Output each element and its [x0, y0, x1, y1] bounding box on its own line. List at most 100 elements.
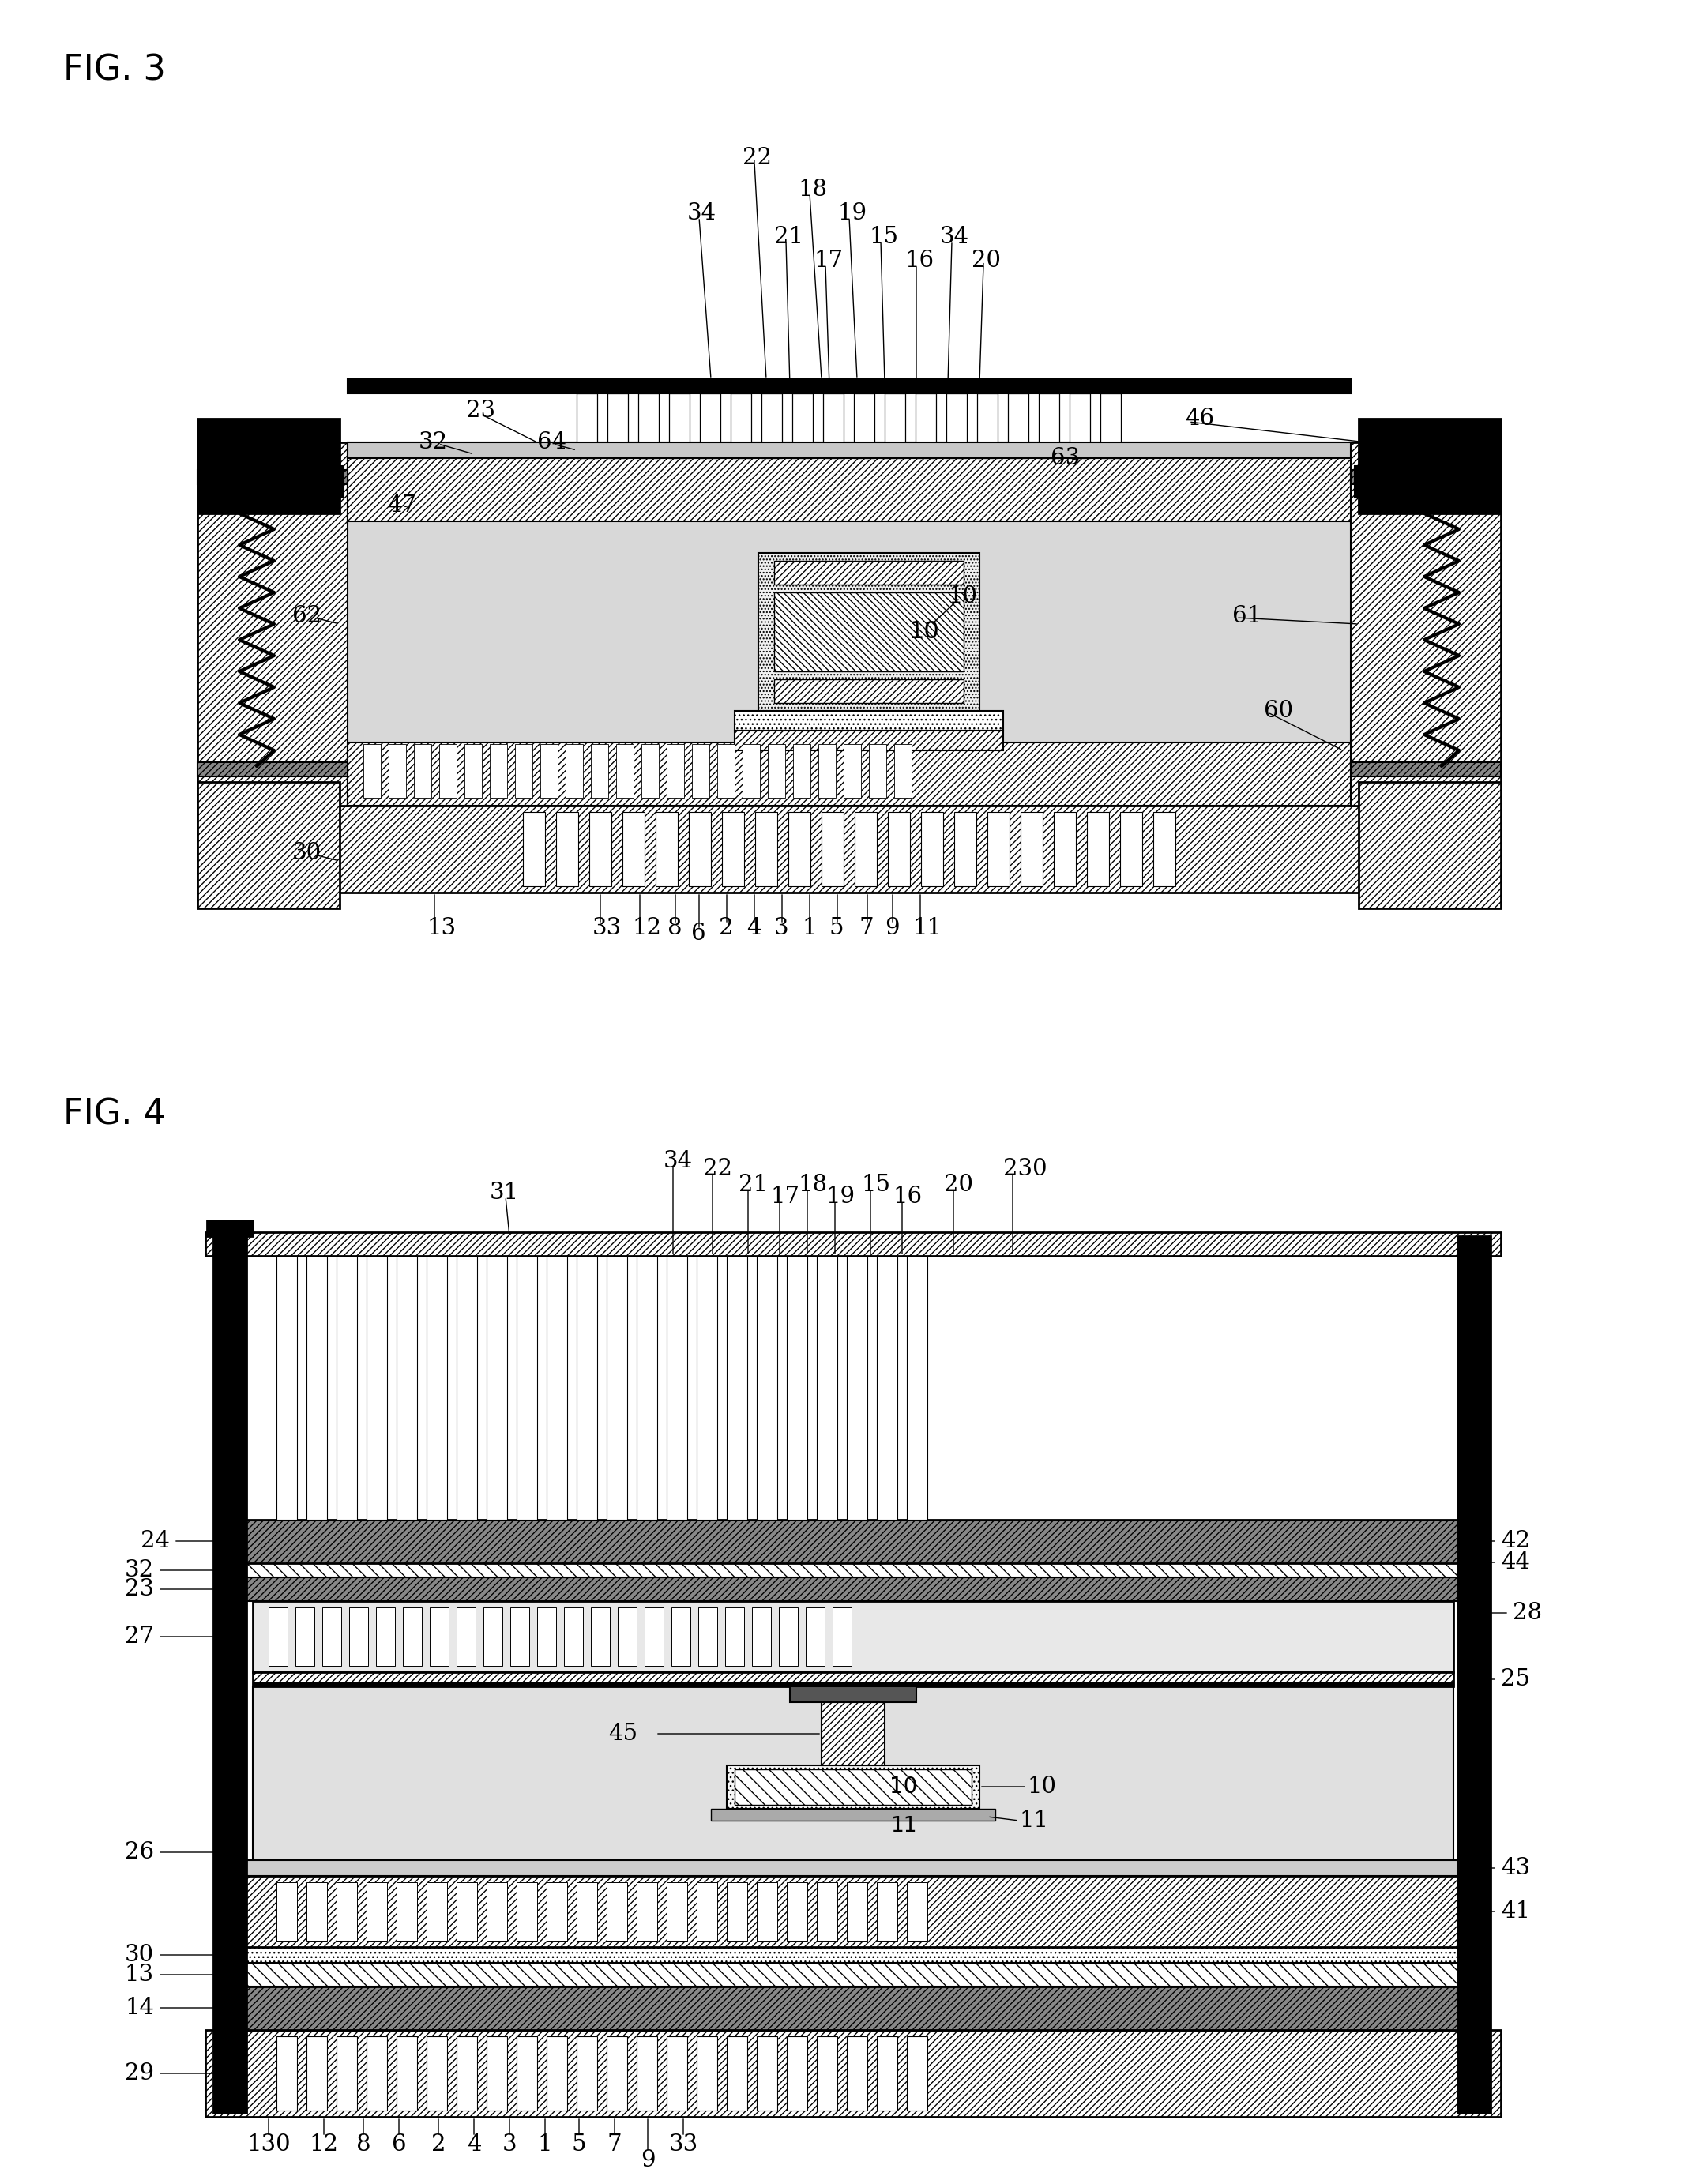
Bar — [364, 745, 381, 797]
Bar — [1350, 762, 1501, 778]
Bar — [775, 561, 964, 585]
Bar — [563, 1607, 584, 1666]
Text: 26: 26 — [125, 1841, 154, 1863]
Text: 5: 5 — [829, 917, 844, 939]
Bar — [306, 2035, 327, 2110]
Text: 45: 45 — [607, 1723, 638, 1745]
Bar — [205, 1232, 1501, 1256]
Bar — [547, 1256, 567, 1520]
Text: 5: 5 — [572, 2134, 587, 2156]
Bar — [775, 592, 964, 670]
Text: 31: 31 — [489, 1182, 519, 1203]
Bar — [514, 745, 533, 797]
Text: 8: 8 — [667, 917, 682, 939]
Bar — [672, 1607, 690, 1666]
Bar — [237, 1861, 1469, 1876]
Bar — [915, 393, 936, 459]
Text: 34: 34 — [687, 203, 716, 225]
Bar — [237, 1577, 1469, 1601]
Bar — [198, 443, 347, 806]
Bar — [1100, 393, 1120, 459]
Bar — [1086, 812, 1108, 887]
Bar — [565, 745, 584, 797]
Bar — [756, 2035, 777, 2110]
Text: 19: 19 — [826, 1186, 854, 1208]
Bar — [252, 1601, 1453, 1673]
Text: 47: 47 — [387, 494, 416, 518]
Bar — [516, 1883, 536, 1942]
Text: 14: 14 — [125, 1996, 154, 2018]
Bar — [367, 1883, 387, 1942]
Bar — [734, 1769, 971, 1804]
Bar — [946, 393, 966, 459]
Text: 3: 3 — [503, 2134, 516, 2156]
Bar — [636, 1256, 656, 1520]
Bar — [787, 1256, 807, 1520]
Bar — [1359, 782, 1501, 909]
Bar — [577, 1256, 597, 1520]
Text: 2: 2 — [431, 2134, 445, 2156]
Text: 17: 17 — [770, 1186, 800, 1208]
Bar — [817, 1883, 838, 1942]
Bar — [591, 1607, 609, 1666]
Bar — [846, 1256, 868, 1520]
Bar — [728, 1765, 980, 1808]
Bar — [846, 2035, 868, 2110]
Bar — [655, 812, 678, 887]
Bar — [787, 1883, 807, 1942]
Bar — [788, 812, 810, 887]
Bar — [728, 1256, 748, 1520]
Text: 63: 63 — [1051, 448, 1079, 470]
Bar — [689, 812, 711, 887]
Bar — [728, 2035, 748, 2110]
Bar — [636, 2035, 656, 2110]
Bar — [623, 812, 645, 887]
Text: 43: 43 — [1501, 1856, 1530, 1878]
Text: 16: 16 — [905, 249, 934, 271]
Text: 21: 21 — [739, 1173, 768, 1197]
Text: 29: 29 — [125, 2062, 154, 2084]
Text: 23: 23 — [125, 1579, 154, 1601]
Text: 2: 2 — [719, 917, 733, 939]
Bar — [731, 393, 751, 459]
Bar — [222, 1876, 1486, 1948]
Bar — [832, 1607, 851, 1666]
Text: 32: 32 — [418, 430, 448, 454]
Bar — [577, 1883, 597, 1942]
Bar — [854, 812, 876, 887]
Text: 34: 34 — [941, 225, 970, 249]
Bar — [876, 1883, 897, 1942]
Bar — [489, 745, 508, 797]
Bar — [1120, 812, 1142, 887]
Bar — [347, 443, 1350, 806]
Bar — [337, 1256, 357, 1520]
Text: 15: 15 — [861, 1173, 890, 1197]
Bar — [870, 745, 887, 797]
Bar — [457, 1607, 475, 1666]
Text: 11: 11 — [890, 1815, 917, 1837]
Bar — [487, 1256, 508, 1520]
Bar — [794, 745, 810, 797]
Bar — [667, 2035, 687, 2110]
Bar — [888, 812, 910, 887]
Bar — [667, 1256, 687, 1520]
Text: FIG. 4: FIG. 4 — [63, 1099, 166, 1131]
Bar — [589, 812, 611, 887]
Bar — [761, 393, 782, 459]
Bar — [790, 1686, 917, 1701]
Bar — [577, 2035, 597, 2110]
Bar — [854, 393, 875, 459]
Bar — [306, 1256, 327, 1520]
Bar — [577, 393, 597, 459]
Bar — [822, 1701, 885, 1765]
Text: 12: 12 — [310, 2134, 338, 2156]
Text: 42: 42 — [1501, 1531, 1530, 1553]
Bar — [396, 1883, 416, 1942]
Bar — [205, 2029, 1501, 2116]
Text: 8: 8 — [355, 2134, 371, 2156]
Bar — [711, 1808, 995, 1821]
Bar — [717, 745, 734, 797]
Bar — [638, 393, 658, 459]
Text: 7: 7 — [860, 917, 875, 939]
Bar — [893, 745, 912, 797]
